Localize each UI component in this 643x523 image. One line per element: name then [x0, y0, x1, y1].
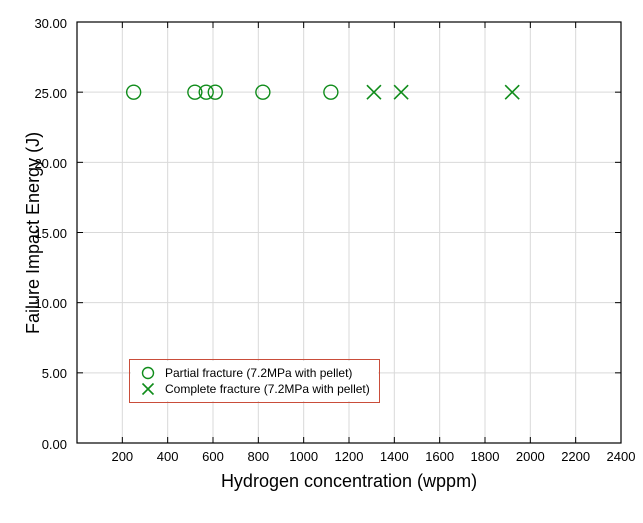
- x-tick-label: 1200: [335, 449, 364, 464]
- x-tick-label: 600: [202, 449, 224, 464]
- x-tick-label: 1000: [289, 449, 318, 464]
- legend-item-partial: Partial fracture (7.2MPa with pellet): [137, 365, 370, 381]
- chart-container: 200 400 600 800 1000 1200 1400 1600 1800 2000 2200…: [0, 0, 643, 523]
- x-tick-label: 1400: [380, 449, 409, 464]
- x-tick-label: 400: [157, 449, 179, 464]
- x-tick-label: 2200: [561, 449, 590, 464]
- x-axis-label: Hydrogen concentration (wppm): [221, 471, 477, 492]
- legend-label: Partial fracture (7.2MPa with pellet): [165, 365, 352, 381]
- legend: Partial fracture (7.2MPa with pellet)Com…: [131, 361, 378, 401]
- x-tick-label: 1800: [471, 449, 500, 464]
- legend-item-complete: Complete fracture (7.2MPa with pellet): [137, 381, 370, 397]
- x-marker-icon: [137, 381, 159, 397]
- x-tick-label: 200: [111, 449, 133, 464]
- legend-label: Complete fracture (7.2MPa with pellet): [165, 381, 370, 397]
- x-tick-label: 2400: [607, 449, 636, 464]
- x-tick-label: 800: [247, 449, 269, 464]
- x-tick-label: 2000: [516, 449, 545, 464]
- circle-marker-icon: [137, 365, 159, 381]
- y-axis-label: Failure Impact Energy (J): [23, 131, 44, 333]
- x-tick-label: 1600: [425, 449, 454, 464]
